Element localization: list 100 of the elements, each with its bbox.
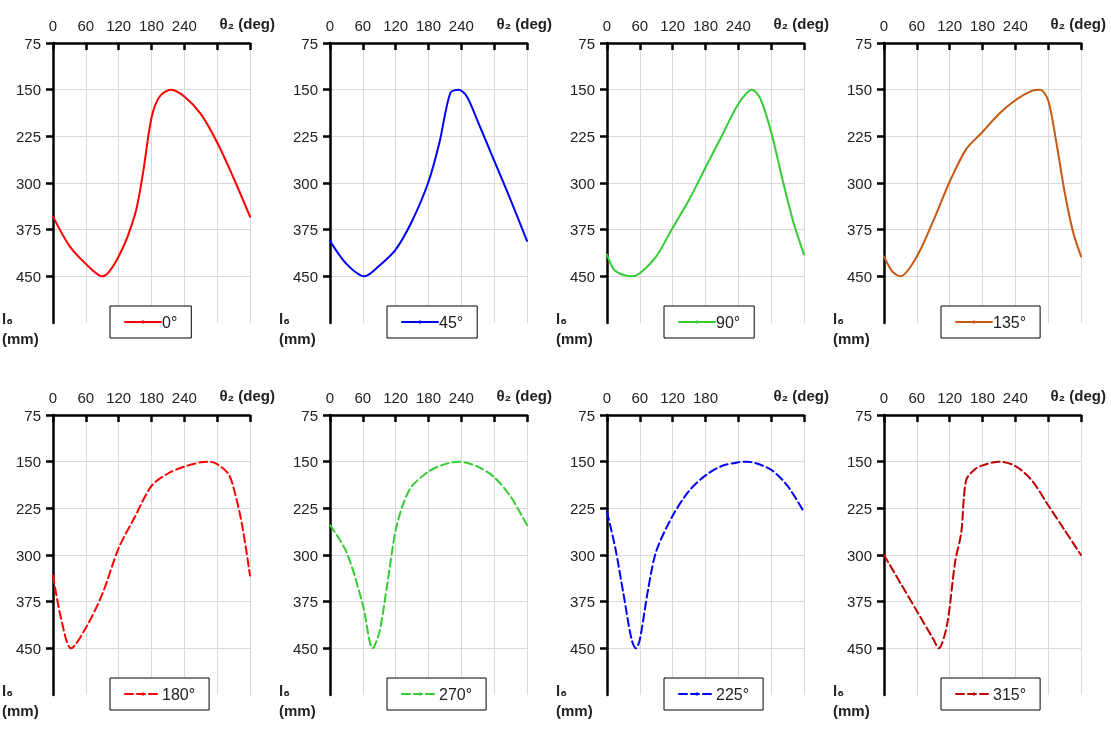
y-tick-label: 450 bbox=[15, 267, 41, 285]
line-series bbox=[606, 88, 805, 278]
y-tick-label: 300 bbox=[846, 174, 872, 192]
y-tick-label: 300 bbox=[569, 546, 595, 564]
x-tick-label: 120 bbox=[660, 17, 686, 34]
y-tick-label: 75 bbox=[578, 34, 595, 52]
x-tick-label: 180 bbox=[969, 389, 996, 406]
y-tick-label: 225 bbox=[569, 127, 595, 145]
y-tick-label: 300 bbox=[15, 174, 41, 192]
y-tick-label: 225 bbox=[846, 499, 872, 517]
x-tick-label: 180 bbox=[692, 389, 719, 406]
y-tick-label: 225 bbox=[292, 127, 318, 145]
x-axis-title: θ₂ (deg) bbox=[496, 15, 553, 32]
y-tick-label: 150 bbox=[569, 453, 595, 471]
line-series bbox=[329, 460, 528, 650]
y-tick-label: 300 bbox=[292, 546, 318, 564]
y-tick-label: 75 bbox=[855, 406, 872, 424]
y-tick-label: 150 bbox=[846, 81, 872, 99]
y-tick-label: 225 bbox=[15, 127, 41, 145]
legend-label: 180° bbox=[162, 685, 196, 703]
y-tick-label: 375 bbox=[15, 221, 41, 239]
line-series bbox=[329, 88, 528, 278]
x-tick-label: 180 bbox=[415, 17, 442, 34]
y-tick-label: 450 bbox=[846, 639, 872, 657]
line-series bbox=[52, 88, 251, 278]
x-tick-label: 240 bbox=[171, 389, 197, 406]
x-tick-label: 240 bbox=[448, 17, 474, 34]
legend-label: 315° bbox=[993, 685, 1027, 703]
x-tick-label: 60 bbox=[77, 389, 95, 406]
x-axis-title: θ₂ (deg) bbox=[496, 387, 553, 404]
y-tick-label: 225 bbox=[569, 499, 595, 517]
y-tick-label: 375 bbox=[846, 593, 872, 611]
x-tick-label: 180 bbox=[692, 17, 719, 34]
x-tick-label: 120 bbox=[383, 389, 409, 406]
legend-label: 0° bbox=[162, 313, 178, 331]
y-tick-label: 450 bbox=[15, 639, 41, 657]
y-tick-label: 150 bbox=[846, 453, 872, 471]
y-axis-title: l₆ (mm) bbox=[2, 309, 39, 347]
x-tick-label: 60 bbox=[354, 389, 372, 406]
x-tick-label: 240 bbox=[448, 389, 474, 406]
y-tick-label: 375 bbox=[292, 593, 318, 611]
y-tick-label: 450 bbox=[569, 267, 595, 285]
y-tick-label: 450 bbox=[292, 639, 318, 657]
y-tick-label: 300 bbox=[846, 546, 872, 564]
x-tick-label: 180 bbox=[138, 389, 165, 406]
x-tick-label: 240 bbox=[171, 17, 197, 34]
legend-label: 270° bbox=[439, 685, 473, 703]
legend-label: 90° bbox=[716, 313, 741, 331]
y-tick-label: 150 bbox=[292, 81, 318, 99]
y-axis-title: l₆ (mm) bbox=[2, 681, 39, 719]
x-tick-label: 0 bbox=[325, 389, 335, 406]
legend-label: 45° bbox=[439, 313, 464, 331]
x-tick-label: 0 bbox=[602, 389, 612, 406]
y-tick-label: 75 bbox=[24, 406, 41, 424]
x-tick-label: 0 bbox=[879, 17, 889, 34]
y-tick-label: 150 bbox=[292, 453, 318, 471]
x-tick-label: 0 bbox=[879, 389, 889, 406]
y-tick-label: 75 bbox=[301, 406, 318, 424]
y-axis-title: l₆ (mm) bbox=[556, 309, 593, 347]
x-tick-label: 60 bbox=[908, 17, 926, 34]
y-axis-title: l₆ (mm) bbox=[279, 681, 316, 719]
x-axis-title: θ₂ (deg) bbox=[1050, 15, 1107, 32]
y-tick-label: 450 bbox=[846, 267, 872, 285]
x-tick-label: 0 bbox=[48, 17, 58, 34]
line-series bbox=[606, 460, 805, 650]
line-series bbox=[883, 460, 1082, 650]
y-axis-title: l₆ (mm) bbox=[833, 681, 870, 719]
x-tick-label: 240 bbox=[725, 17, 751, 34]
y-tick-label: 450 bbox=[569, 639, 595, 657]
y-tick-label: 375 bbox=[292, 221, 318, 239]
x-tick-label: 120 bbox=[383, 17, 409, 34]
x-tick-label: 240 bbox=[1002, 389, 1028, 406]
y-tick-label: 150 bbox=[15, 453, 41, 471]
x-axis-title: θ₂ (deg) bbox=[1050, 387, 1107, 404]
x-tick-label: 0 bbox=[325, 17, 335, 34]
x-axis-title: θ₂ (deg) bbox=[219, 15, 276, 32]
line-series bbox=[52, 460, 251, 650]
y-tick-label: 450 bbox=[292, 267, 318, 285]
y-tick-label: 225 bbox=[15, 499, 41, 517]
x-axis-title: θ₂ (deg) bbox=[773, 387, 830, 404]
x-tick-label: 120 bbox=[106, 17, 132, 34]
y-tick-label: 300 bbox=[292, 174, 318, 192]
y-axis-title: l₆ (mm) bbox=[279, 309, 316, 347]
y-tick-label: 300 bbox=[15, 546, 41, 564]
y-tick-label: 150 bbox=[15, 81, 41, 99]
x-axis-title: θ₂ (deg) bbox=[773, 15, 830, 32]
y-tick-label: 375 bbox=[569, 221, 595, 239]
y-axis-title: l₆ (mm) bbox=[833, 309, 870, 347]
x-tick-label: 120 bbox=[937, 17, 963, 34]
y-tick-label: 375 bbox=[569, 593, 595, 611]
x-tick-label: 120 bbox=[937, 389, 963, 406]
y-tick-label: 150 bbox=[569, 81, 595, 99]
y-tick-label: 300 bbox=[569, 174, 595, 192]
y-tick-label: 375 bbox=[15, 593, 41, 611]
x-axis-title: θ₂ (deg) bbox=[219, 387, 276, 404]
y-tick-label: 375 bbox=[846, 221, 872, 239]
y-tick-label: 225 bbox=[846, 127, 872, 145]
legend-label: 135° bbox=[993, 313, 1027, 331]
x-tick-label: 60 bbox=[77, 17, 95, 34]
x-tick-label: 120 bbox=[660, 389, 686, 406]
